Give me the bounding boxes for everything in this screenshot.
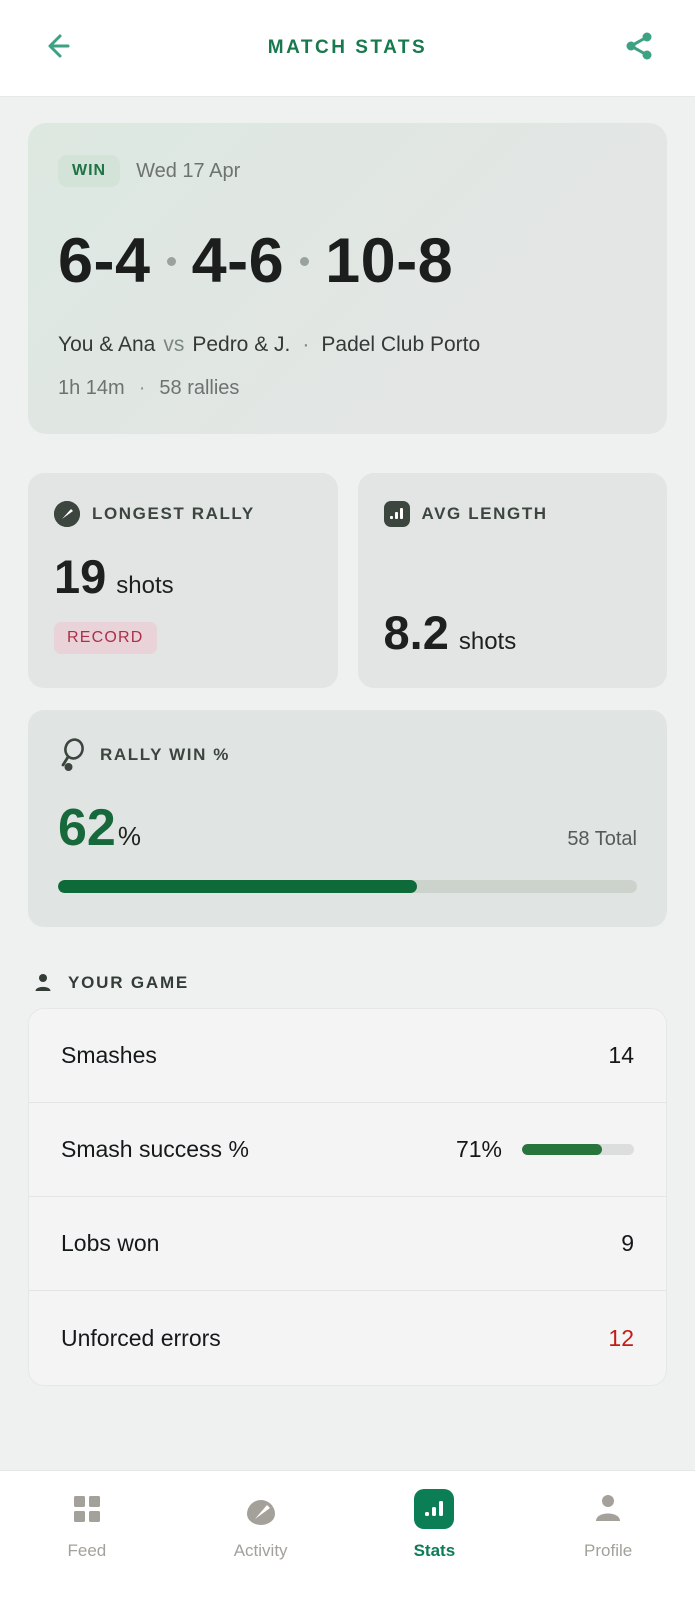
bottom-navigation: Feed Activity Stats Profile xyxy=(0,1470,695,1600)
racket-icon xyxy=(58,738,88,772)
share-icon xyxy=(623,30,655,67)
nav-item-activity[interactable]: Activity xyxy=(174,1489,348,1561)
vs-label: vs xyxy=(163,333,185,356)
smash-success-progress-track xyxy=(522,1144,634,1155)
card-title: AVG LENGTH xyxy=(421,504,548,523)
avg-length-unit: shots xyxy=(458,628,517,655)
stat-list-row[interactable]: Lobs won 9 xyxy=(29,1197,666,1291)
record-badge: RECORD xyxy=(54,622,157,654)
stat-list-row[interactable]: Unforced errors 12 xyxy=(29,1291,666,1385)
nav-item-stats[interactable]: Stats xyxy=(348,1489,522,1561)
set-score: 4-6 xyxy=(191,226,285,296)
avg-length-value: 8.2 xyxy=(383,606,449,659)
match-date: Wed 17 Apr xyxy=(136,159,241,182)
team-you: You & Ana xyxy=(58,333,156,356)
set-score: 10-8 xyxy=(325,226,454,296)
nav-label: Feed xyxy=(67,1541,107,1560)
stat-label: Smash success % xyxy=(61,1136,249,1162)
back-button[interactable] xyxy=(38,30,74,66)
nav-label: Profile xyxy=(584,1541,633,1560)
score-line: 6-4 4-6 10-8 xyxy=(58,225,637,297)
nav-label: Activity xyxy=(233,1541,288,1560)
match-duration: 1h 14m xyxy=(58,377,125,399)
card-title: RALLY WIN % xyxy=(100,745,231,764)
bar-chart-icon xyxy=(414,1489,455,1529)
match-summary-card: WIN Wed 17 Apr 6-4 4-6 10-8 You & Ana vs… xyxy=(28,123,667,434)
your-game-list: Smashes 14 Smash success % 71% Lobs won … xyxy=(28,1008,667,1386)
smash-success-progress-fill xyxy=(522,1144,602,1155)
nav-label: Stats xyxy=(413,1541,456,1560)
gauge-icon xyxy=(241,1489,281,1529)
card-title: LONGEST RALLY xyxy=(92,504,255,523)
players-line: You & Ana vs Pedro & J. · Padel Club Por… xyxy=(58,333,637,357)
rally-win-card: RALLY WIN % 62 % 58 Total xyxy=(28,710,667,927)
main-content: WIN Wed 17 Apr 6-4 4-6 10-8 You & Ana vs… xyxy=(0,97,695,1386)
result-badge: WIN xyxy=(58,155,121,187)
rally-win-progress-fill xyxy=(58,880,417,893)
share-button[interactable] xyxy=(621,30,657,66)
stat-value-negative: 12 xyxy=(608,1324,634,1351)
rally-total-label: 58 Total xyxy=(567,828,637,850)
avg-length-card: AVG LENGTH 8.2 shots xyxy=(357,473,667,688)
your-game-header: YOUR GAME xyxy=(32,972,663,994)
stat-value: 14 xyxy=(608,1042,634,1068)
page-title: MATCH STATS xyxy=(267,37,428,58)
rally-win-progress-track xyxy=(58,880,637,893)
longest-rally-value: 19 xyxy=(54,550,107,603)
match-meta: 1h 14m · 58 rallies xyxy=(58,377,637,400)
back-arrow-icon xyxy=(39,29,73,68)
person-icon xyxy=(32,972,54,994)
stat-label: Lobs won xyxy=(61,1230,160,1256)
separator-dot: · xyxy=(302,333,310,356)
venue: Padel Club Porto xyxy=(321,333,481,356)
separator-dot: · xyxy=(138,377,146,399)
stat-value: 71% xyxy=(455,1136,502,1162)
stat-value: 9 xyxy=(621,1230,634,1256)
stat-label: Unforced errors xyxy=(61,1324,221,1351)
set-score: 6-4 xyxy=(58,226,151,296)
person-icon xyxy=(588,1489,628,1529)
team-opponents: Pedro & J. xyxy=(192,333,291,356)
gauge-icon xyxy=(54,501,80,527)
rally-count: 58 rallies xyxy=(159,377,240,399)
stat-list-row[interactable]: Smash success % 71% xyxy=(29,1103,666,1197)
rally-win-unit: % xyxy=(117,821,141,851)
nav-item-feed[interactable]: Feed xyxy=(0,1489,174,1561)
stat-label: Smashes xyxy=(61,1042,157,1068)
grid-icon xyxy=(67,1489,107,1529)
header: MATCH STATS xyxy=(0,0,695,97)
section-title: YOUR GAME xyxy=(68,973,190,992)
longest-rally-card: LONGEST RALLY 19 shots RECORD xyxy=(28,473,338,688)
bar-chart-icon xyxy=(383,501,410,527)
nav-item-profile[interactable]: Profile xyxy=(521,1489,695,1561)
stat-cards-row: LONGEST RALLY 19 shots RECORD AVG LENGTH xyxy=(28,473,667,688)
stat-list-row[interactable]: Smashes 14 xyxy=(29,1009,666,1103)
score-separator-dot xyxy=(166,256,176,266)
longest-rally-unit: shots xyxy=(116,572,174,599)
score-separator-dot xyxy=(300,256,310,266)
rally-win-value: 62 xyxy=(58,799,116,857)
